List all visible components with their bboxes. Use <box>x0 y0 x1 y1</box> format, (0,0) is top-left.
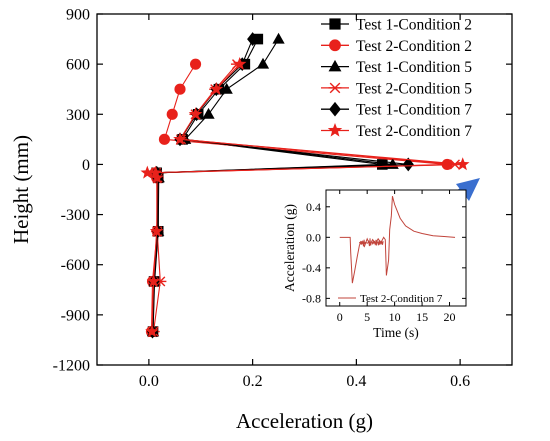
data-point <box>232 56 247 70</box>
legend-entry: Test 2-Condition 7 <box>321 122 472 140</box>
data-point <box>148 165 163 179</box>
data-point <box>256 57 270 69</box>
legend-label: Test 2-Condition 7 <box>356 123 472 140</box>
legend-marker <box>329 39 341 52</box>
legend-entry: Test 1-Condition 5 <box>321 59 472 76</box>
y-tick-label: -300 <box>61 207 90 224</box>
data-point <box>149 224 164 238</box>
y-tick-label: 0 <box>82 157 90 174</box>
inset-x-tick-label: 5 <box>364 310 370 324</box>
data-point <box>189 58 202 70</box>
x-tick-label: 0.2 <box>243 373 263 390</box>
data-point <box>174 83 186 95</box>
data-point <box>146 274 161 288</box>
legend-entry: Test 2-Condition 5 <box>321 80 472 97</box>
data-point <box>188 107 203 121</box>
x-axis-title: Acceleration (g) <box>236 409 373 433</box>
inset-y-tick-label: 0.0 <box>306 230 321 244</box>
data-point <box>402 157 414 172</box>
inset-series-line <box>339 195 456 284</box>
legend-label: Test 1-Condition 5 <box>356 59 472 76</box>
legend: Test 1-Condition 2 Test 2-Condition 2 Test… <box>321 17 472 140</box>
inset-frame <box>325 189 467 307</box>
inset-y-tick-label: 0.4 <box>306 200 321 214</box>
legend-marker <box>329 101 341 117</box>
inset-y-tick-label: -0.8 <box>302 291 321 305</box>
inset-x-tick-label: 20 <box>444 310 456 324</box>
inset-x-tick-label: 15 <box>416 310 428 324</box>
legend-label: Test 2-Condition 2 <box>356 38 472 55</box>
legend-label: Test 1-Condition 2 <box>356 17 472 34</box>
y-tick-label: 600 <box>66 57 90 74</box>
main-plot: 0.0 0.2 0.4 0.6 900 600 300 0 -300 -600 -900 -1200 A… <box>9 7 513 433</box>
inset-y-tick-label: -0.4 <box>302 261 321 275</box>
y-tick-label: 900 <box>66 7 90 24</box>
inset-x-tick-label: 0 <box>337 310 343 324</box>
y-tick-label: -1200 <box>53 358 90 375</box>
y-tick-label: -600 <box>61 257 90 274</box>
inset-plot: 0 5 10 15 20 0.4 0.0 -0.4 -0.8 Time (s) Accelerati… <box>282 189 467 340</box>
x-tick-label: 0.4 <box>346 373 366 390</box>
data-point <box>158 133 171 145</box>
legend-entry: Test 1-Condition 7 <box>321 102 472 119</box>
data-point <box>247 32 259 46</box>
legend-marker <box>328 59 342 72</box>
y-tick-label: -900 <box>61 307 90 324</box>
data-point <box>150 170 164 184</box>
data-point <box>220 82 233 94</box>
inset-x-axis-title: Time (s) <box>373 325 419 340</box>
data-point <box>166 108 178 120</box>
legend-entry: Test 2-Condition 2 <box>321 38 472 55</box>
data-point <box>173 132 187 146</box>
series-6 <box>140 56 470 338</box>
legend-label: Test 1-Condition 7 <box>356 102 472 119</box>
legend-marker <box>328 82 342 94</box>
inset-series-detail <box>359 238 384 247</box>
x-tick-label: 0.0 <box>139 373 159 390</box>
data-point <box>272 32 285 44</box>
legend-entry: Test 1-Condition 2 <box>321 17 472 34</box>
data-point <box>455 157 470 171</box>
data-point <box>202 107 215 119</box>
plot-frame <box>96 13 513 366</box>
arrow-head <box>456 178 480 201</box>
inset-y-axis-title: Acceleration (g) <box>282 204 297 292</box>
inset-legend: Test 2-Condition 7 <box>338 293 443 305</box>
y-tick-label: 300 <box>66 107 90 124</box>
series-group <box>140 32 470 339</box>
inset-x-tick-label: 10 <box>389 310 401 324</box>
data-point <box>140 165 155 179</box>
legend-marker <box>329 18 341 30</box>
legend-label: Test 2-Condition 5 <box>356 80 472 97</box>
inset-legend-label: Test 2-Condition 7 <box>360 293 443 305</box>
x-tick-label: 0.6 <box>450 373 470 390</box>
data-point <box>209 82 224 95</box>
data-point <box>145 324 159 338</box>
legend-marker <box>327 122 343 137</box>
y-axis-title: Height (mm) <box>9 135 33 244</box>
